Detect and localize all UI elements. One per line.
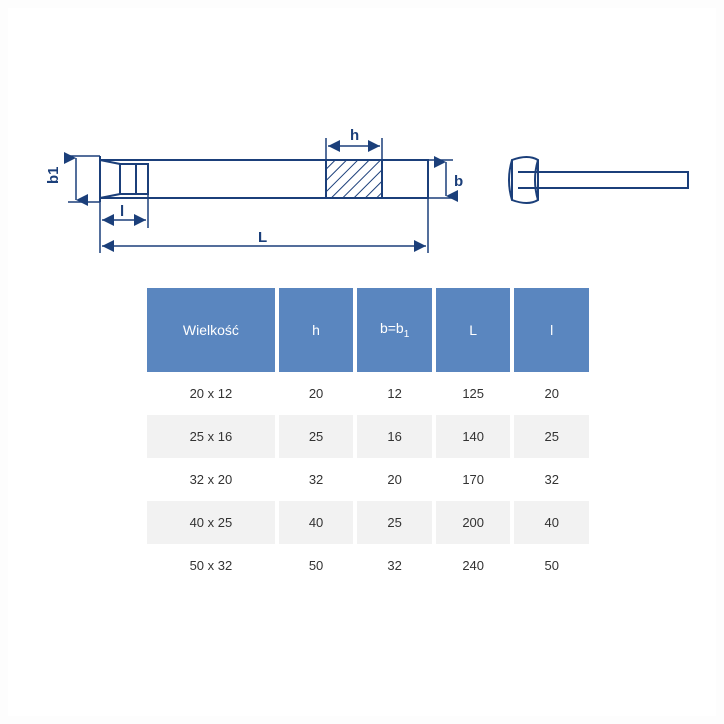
cell-L: 125	[436, 372, 511, 415]
cell-bb1: 20	[357, 458, 432, 501]
cell-bb1: 32	[357, 544, 432, 587]
dim-label-b1: b1	[45, 166, 62, 184]
table-header-row: Wielkość h b=b1 L l	[147, 288, 589, 372]
dim-label-b: b	[454, 173, 463, 190]
cell-size: 20 x 12	[147, 372, 275, 415]
table-row: 50 x 32 50 32 240 50	[147, 544, 589, 587]
cell-size: 50 x 32	[147, 544, 275, 587]
cell-l: 32	[514, 458, 589, 501]
dim-label-L-big: L	[258, 229, 267, 246]
cell-h: 25	[279, 415, 354, 458]
dim-label-h: h	[350, 127, 359, 144]
cell-size: 40 x 25	[147, 501, 275, 544]
cell-size: 25 x 16	[147, 415, 275, 458]
cell-size: 32 x 20	[147, 458, 275, 501]
cell-h: 20	[279, 372, 354, 415]
cell-h: 40	[279, 501, 354, 544]
cell-L: 170	[436, 458, 511, 501]
cell-l: 40	[514, 501, 589, 544]
col-header-l: l	[514, 288, 589, 372]
cell-bb1: 12	[357, 372, 432, 415]
cell-bb1: 25	[357, 501, 432, 544]
table-row: 40 x 25 40 25 200 40	[147, 501, 589, 544]
col-header-bb1: b=b1	[357, 288, 432, 372]
cell-h: 32	[279, 458, 354, 501]
table-row: 20 x 12 20 12 125 20	[147, 372, 589, 415]
table-row: 25 x 16 25 16 140 25	[147, 415, 589, 458]
cell-h: 50	[279, 544, 354, 587]
cell-L: 200	[436, 501, 511, 544]
col-header-L: L	[436, 288, 511, 372]
technical-diagram: h b b1 l L	[8, 68, 716, 268]
cell-L: 240	[436, 544, 511, 587]
cell-bb1: 16	[357, 415, 432, 458]
dim-label-l-small: l	[120, 203, 124, 220]
dimensions-table: Wielkość h b=b1 L l 20 x 12 20 12 125 20…	[143, 288, 593, 587]
cell-l: 20	[514, 372, 589, 415]
col-header-size: Wielkość	[147, 288, 275, 372]
cell-l: 25	[514, 415, 589, 458]
col-header-h: h	[279, 288, 354, 372]
cell-l: 50	[514, 544, 589, 587]
cell-L: 140	[436, 415, 511, 458]
table-row: 32 x 20 32 20 170 32	[147, 458, 589, 501]
